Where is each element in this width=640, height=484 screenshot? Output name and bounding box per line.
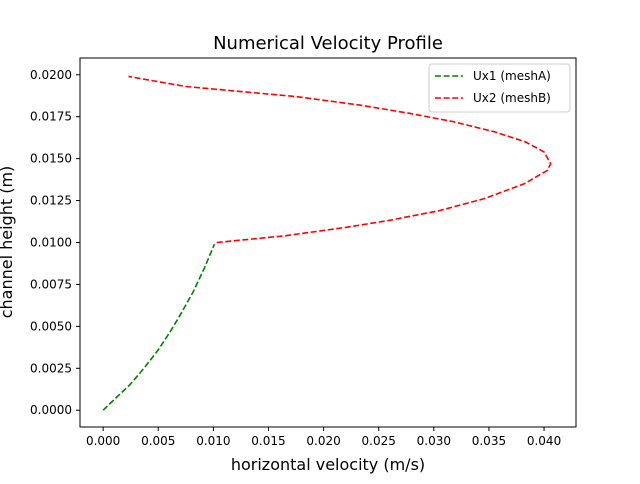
legend-box	[428, 63, 571, 113]
legend-label-1: Ux2 (meshB)	[473, 91, 551, 105]
y-tick-label-5: 0.0125	[30, 194, 72, 208]
x-tick-label-1: 0.005	[141, 434, 175, 448]
x-axis-label: horizontal velocity (m/s)	[231, 455, 425, 474]
x-tick-label-6: 0.030	[417, 434, 451, 448]
series-line-0	[102, 243, 216, 411]
y-tick-label-0: 0.0000	[30, 403, 72, 417]
y-tick-label-8: 0.0200	[30, 68, 72, 82]
x-tick-label-4: 0.020	[306, 434, 340, 448]
x-tick-label-8: 0.040	[527, 434, 561, 448]
x-tick-label-7: 0.035	[472, 434, 506, 448]
y-tick-label-3: 0.0075	[30, 277, 72, 291]
y-tick-label-1: 0.0025	[30, 361, 72, 375]
chart-title: Numerical Velocity Profile	[213, 33, 443, 54]
legend: Ux1 (meshA) Ux2 (meshB)	[428, 63, 571, 113]
y-axis-label: channel height (m)	[0, 166, 16, 319]
y-tick-label-7: 0.0175	[30, 110, 72, 124]
plot-layer	[102, 75, 552, 411]
legend-label-0: Ux1 (meshA)	[473, 69, 551, 83]
axis-layer: 0.000 0.005 0.010 0.015 0.020 0.025 0.030 0.035…	[30, 57, 577, 448]
x-tick-label-2: 0.010	[196, 434, 230, 448]
x-tick-label-5: 0.025	[362, 434, 396, 448]
y-tick-label-4: 0.0100	[30, 236, 72, 250]
y-tick-label-2: 0.0050	[30, 319, 72, 333]
series-line-1	[128, 75, 552, 244]
x-tick-label-0: 0.000	[86, 434, 120, 448]
x-tick-label-3: 0.015	[251, 434, 285, 448]
y-tick-label-6: 0.0150	[30, 152, 72, 166]
